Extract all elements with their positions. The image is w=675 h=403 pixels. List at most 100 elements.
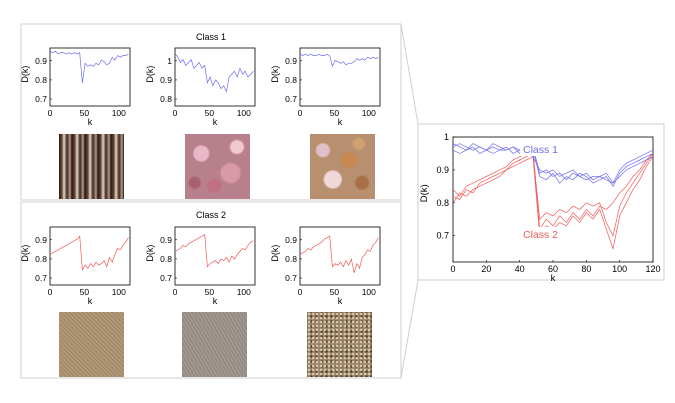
y-axis-label: D(k) [145, 66, 155, 83]
series-line [49, 235, 129, 271]
texture-pink-stone-thumbnail [185, 134, 250, 199]
y-tick-label: 0.7 [35, 273, 47, 283]
x-tick-label: 100 [237, 108, 251, 118]
texture-sand-2-thumbnail [182, 312, 247, 377]
combined-plot: 1 0.9 0.8 0.7 0 20 40 60 80 100 120 k D(k) Class 1 Cla… [419, 132, 661, 284]
texture-granite-thumbnail [310, 134, 375, 199]
y-tick-label: 0.9 [160, 235, 172, 245]
class2-title: Class 2 [196, 210, 226, 220]
combined-x-tick-label: 0 [450, 264, 455, 274]
x-tick-label: 50 [205, 287, 215, 297]
x-axis-label: k [88, 296, 93, 306]
y-tick-label: 0.8 [35, 254, 47, 264]
y-tick-label: 0.8 [160, 254, 172, 264]
y-tick-label: 0.9 [160, 75, 172, 85]
plot-frame [49, 47, 131, 107]
combined-y-tick-label: 0.7 [436, 231, 449, 241]
plot-1-1: 0.9 0.8 0.70 50 100 k D(k) [20, 47, 131, 127]
class1-title: Class 1 [196, 32, 226, 42]
class1-label-bg [520, 142, 564, 156]
combined-y-tick-label: 0.8 [436, 198, 449, 208]
class2-panel [20, 201, 402, 379]
y-tick-label: 0.9 [285, 235, 297, 245]
y-axis-label: D(k) [270, 245, 280, 262]
class2-label: Class 2 [523, 229, 558, 241]
plot-frame [299, 226, 381, 286]
x-axis-label: k [213, 117, 218, 127]
class1-panel [20, 23, 402, 201]
plot-2-2: 0.9 0.8 0.70 50 100 k D(k) [145, 226, 256, 306]
class1-series-line [452, 143, 654, 184]
y-axis-label: D(k) [20, 66, 30, 83]
y-tick-label: 0.7 [35, 94, 47, 104]
x-tick-label: 100 [112, 108, 126, 118]
x-tick-label: 50 [330, 287, 340, 297]
series-line [49, 50, 129, 84]
x-axis-label: k [213, 296, 218, 306]
x-tick-label: 100 [112, 287, 126, 297]
x-tick-label: 0 [173, 287, 178, 297]
class1-label: Class 1 [523, 144, 558, 156]
combined-y-tick-label: 1 [444, 132, 449, 142]
plot-2-1: 0.9 0.8 0.70 50 100 k D(k) [20, 226, 131, 306]
y-tick-label: 0.8 [35, 75, 47, 85]
y-axis-label: D(k) [20, 245, 30, 262]
class2-series-line [452, 152, 654, 237]
y-tick-label: 0.9 [35, 56, 47, 66]
x-tick-label: 50 [80, 287, 90, 297]
x-tick-label: 100 [362, 287, 376, 297]
y-tick-label: 0.7 [285, 94, 297, 104]
x-axis-label: k [338, 296, 343, 306]
x-axis-label: k [88, 117, 93, 127]
x-tick-label: 0 [48, 108, 53, 118]
connector-line-top [400, 23, 419, 125]
plot-frame [174, 47, 256, 107]
y-tick-label: 0.8 [285, 75, 297, 85]
combined-x-tick-label: 80 [581, 264, 591, 274]
x-tick-label: 100 [237, 287, 251, 297]
x-tick-label: 0 [298, 287, 303, 297]
combined-x-tick-label: 100 [612, 264, 627, 274]
y-tick-label: 0.8 [160, 94, 172, 104]
y-tick-label: 0.9 [285, 56, 297, 66]
x-tick-label: 50 [80, 108, 90, 118]
y-tick-label: 0.7 [160, 273, 172, 283]
texture-bark-thumbnail [59, 134, 124, 199]
combined-x-tick-label: 120 [645, 264, 660, 274]
class2-label-bg [520, 227, 564, 241]
x-tick-label: 50 [330, 108, 340, 118]
combined-x-axis-label: k [551, 273, 556, 284]
series-line [174, 234, 254, 268]
x-tick-label: 100 [362, 108, 376, 118]
x-tick-label: 50 [205, 108, 215, 118]
x-axis-label: k [338, 117, 343, 127]
y-tick-label: 0.7 [285, 273, 297, 283]
plot-frame [49, 226, 131, 286]
plot-1-3: 0.9 0.8 0.70 50 100 k D(k) [270, 47, 381, 127]
y-axis-label: D(k) [270, 66, 280, 83]
x-tick-label: 0 [48, 287, 53, 297]
y-tick-label: 1 [167, 56, 172, 66]
y-tick-label: 0.9 [35, 235, 47, 245]
combined-x-tick-label: 40 [515, 264, 525, 274]
series-line [174, 53, 254, 93]
plot-1-2: 1 0.9 0.80 50 100 k D(k) [145, 47, 256, 127]
y-tick-label: 0.8 [285, 254, 297, 264]
connector-line-bottom [400, 279, 419, 379]
x-tick-label: 0 [298, 108, 303, 118]
plot-2-3: 0.9 0.8 0.70 50 100 k D(k) [270, 226, 381, 306]
combined-y-axis-label: D(k) [419, 184, 430, 202]
class2-series-line [452, 149, 654, 231]
plot-frame [174, 226, 256, 286]
texture-gravel-thumbnail [307, 312, 372, 377]
combined-y-tick-label: 0.9 [436, 165, 449, 175]
combined-x-tick-label: 60 [548, 264, 558, 274]
x-tick-label: 0 [173, 108, 178, 118]
plot-frame [299, 47, 381, 107]
combined-x-tick-label: 20 [481, 264, 491, 274]
texture-sand-1-thumbnail [59, 312, 124, 377]
combined-panel [417, 123, 665, 281]
y-axis-label: D(k) [145, 245, 155, 262]
